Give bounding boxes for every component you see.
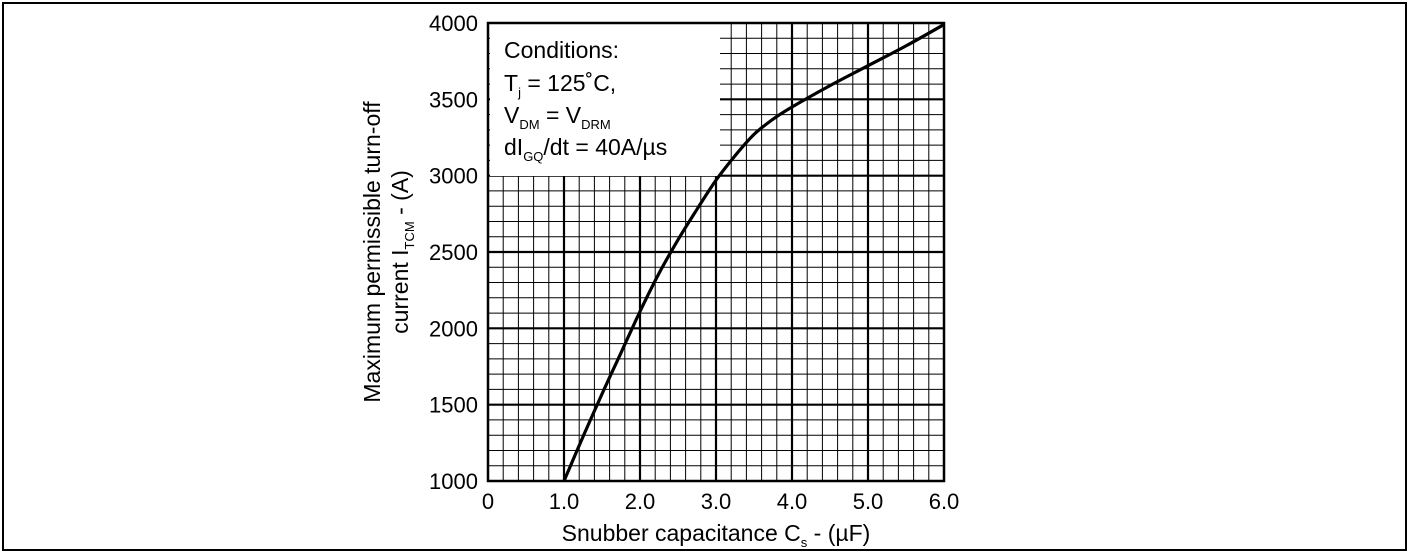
plot-border [486,21,946,483]
y-tick-label: 4000 [429,11,478,36]
series-line [562,23,945,482]
condition-digq: dIGQ/dt = 40A/µs [504,134,667,164]
x-tick-label: 6.0 [929,489,960,514]
x-axis-label: Snubber capacitance Cs - (µF) [562,520,871,550]
y-tick-label: 2500 [429,240,478,265]
x-tick-label: 5.0 [853,489,884,514]
y-tick-label: 3000 [429,164,478,189]
conditions-title: Conditions: [504,37,619,63]
y-tick-labels: 1000 1500 2000 2500 3000 3500 4000 [429,11,478,494]
x-tick-label: 3.0 [701,489,732,514]
y-axis-label-line2: current ITCM - (A) [387,170,417,334]
y-tick-label: 1500 [429,393,478,418]
x-tick-label: 4.0 [777,489,808,514]
y-tick-label: 3500 [429,87,478,112]
y-tick-label: 2000 [429,316,478,341]
y-axis-label-line1: Maximum permissible turn-off [359,101,385,403]
x-tick-label: 0 [482,489,494,514]
y-tick-label: 1000 [429,469,478,494]
x-tick-labels: 0 1.0 2.0 3.0 4.0 5.0 6.0 [482,489,959,514]
condition-tj: Tj = 125˚C, [504,70,616,100]
x-tick-label: 1.0 [549,489,580,514]
conditions-box [490,24,720,176]
condition-vdm: VDM = VDRM [504,102,611,132]
x-tick-label: 2.0 [625,489,656,514]
